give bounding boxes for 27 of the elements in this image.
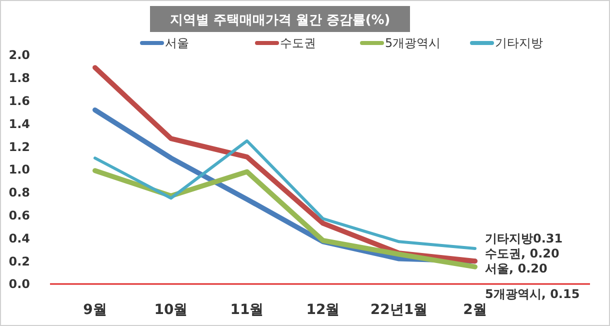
annotation: 서울, 0.20 — [485, 262, 548, 276]
y-tick-label: 1.2 — [8, 140, 30, 154]
x-tick-label: 2월 — [463, 302, 487, 318]
x-tick-label: 12월 — [306, 302, 340, 318]
y-tick-label: 0.2 — [8, 254, 30, 268]
y-tick-label: 0.0 — [8, 277, 30, 292]
legend-label: 5개광역시 — [385, 36, 441, 50]
annotation: 기타지방0.31 — [485, 232, 563, 246]
x-tick-label: 10월 — [154, 302, 188, 318]
annotation: 5개광역시, 0.15 — [485, 287, 580, 301]
x-tick-label: 22년1월 — [370, 302, 428, 318]
line-series — [94, 139, 476, 250]
y-tick-label: 1.0 — [8, 162, 30, 177]
legend-label: 수도권 — [280, 36, 316, 50]
y-tick-label: 2.0 — [8, 48, 30, 62]
y-tick-label: 0.4 — [8, 231, 30, 246]
y-tick-label: 1.6 — [8, 94, 30, 108]
y-tick-label: 0.8 — [8, 186, 30, 200]
x-tick-label: 9월 — [83, 302, 107, 318]
legend-label: 기타지방 — [495, 36, 543, 50]
x-tick-label: 11월 — [230, 302, 264, 318]
y-tick-label: 1.4 — [8, 116, 30, 131]
annotation: 수도권, 0.20 — [485, 246, 560, 261]
y-tick-label: 0.6 — [8, 208, 30, 222]
chart-title: 지역별 주택매매가격 월간 증감률(%) — [170, 13, 390, 28]
legend-label: 서울 — [165, 36, 189, 50]
y-tick-label: 1.8 — [8, 71, 30, 86]
